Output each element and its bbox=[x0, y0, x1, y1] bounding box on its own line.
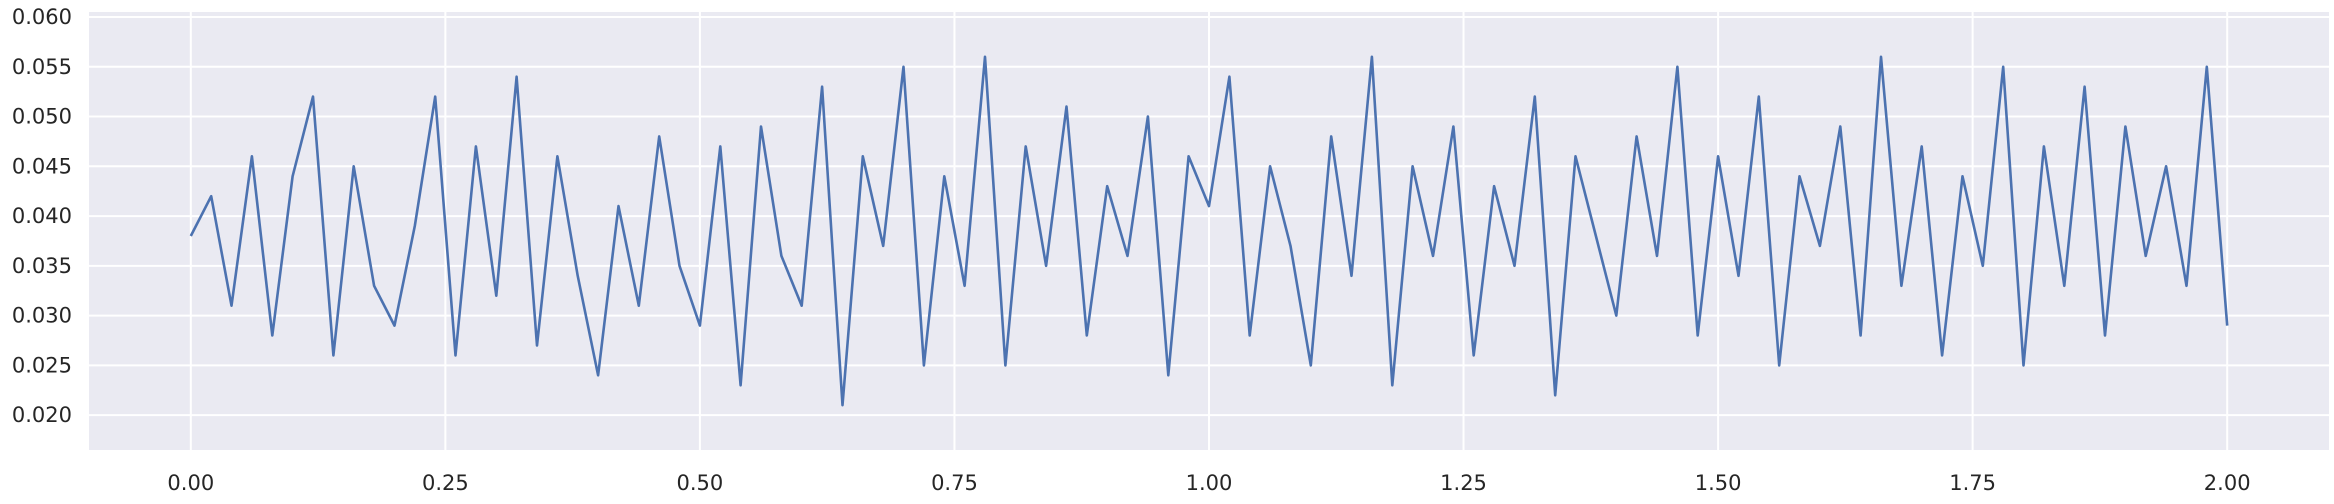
x-axis-tick-labels: 0.00 0.25 0.50 0.75 1.00 1.25 1.50 1.75 2.00 bbox=[167, 471, 2250, 495]
y-tick-label: 0.035 bbox=[12, 254, 72, 278]
y-tick-label: 0.020 bbox=[12, 403, 72, 427]
y-tick-label: 0.050 bbox=[12, 105, 72, 129]
y-tick-label: 0.045 bbox=[12, 154, 72, 178]
x-tick-label: 1.25 bbox=[1440, 471, 1487, 495]
x-tick-label: 1.50 bbox=[1695, 471, 1742, 495]
x-tick-label: 0.50 bbox=[677, 471, 724, 495]
y-tick-label: 0.030 bbox=[12, 304, 72, 328]
y-gridlines bbox=[89, 15, 2329, 417]
x-tick-label: 2.00 bbox=[2204, 471, 2251, 495]
y-tick-label: 0.040 bbox=[12, 204, 72, 228]
y-axis-tick-labels: 0.020 0.025 0.030 0.035 0.040 0.045 0.050 0.055… bbox=[12, 5, 72, 427]
y-tick-label: 0.060 bbox=[12, 5, 72, 29]
x-tick-label: 0.25 bbox=[422, 471, 469, 495]
series-layer bbox=[189, 55, 2229, 407]
x-tick-label: 1.75 bbox=[1949, 471, 1996, 495]
series-line bbox=[189, 55, 2229, 407]
x-tick-label: 1.00 bbox=[1186, 471, 1233, 495]
y-tick-label: 0.025 bbox=[12, 353, 72, 377]
x-tick-label: 0.00 bbox=[167, 471, 214, 495]
y-tick-label: 0.055 bbox=[12, 55, 72, 79]
x-tick-label: 0.75 bbox=[931, 471, 978, 495]
